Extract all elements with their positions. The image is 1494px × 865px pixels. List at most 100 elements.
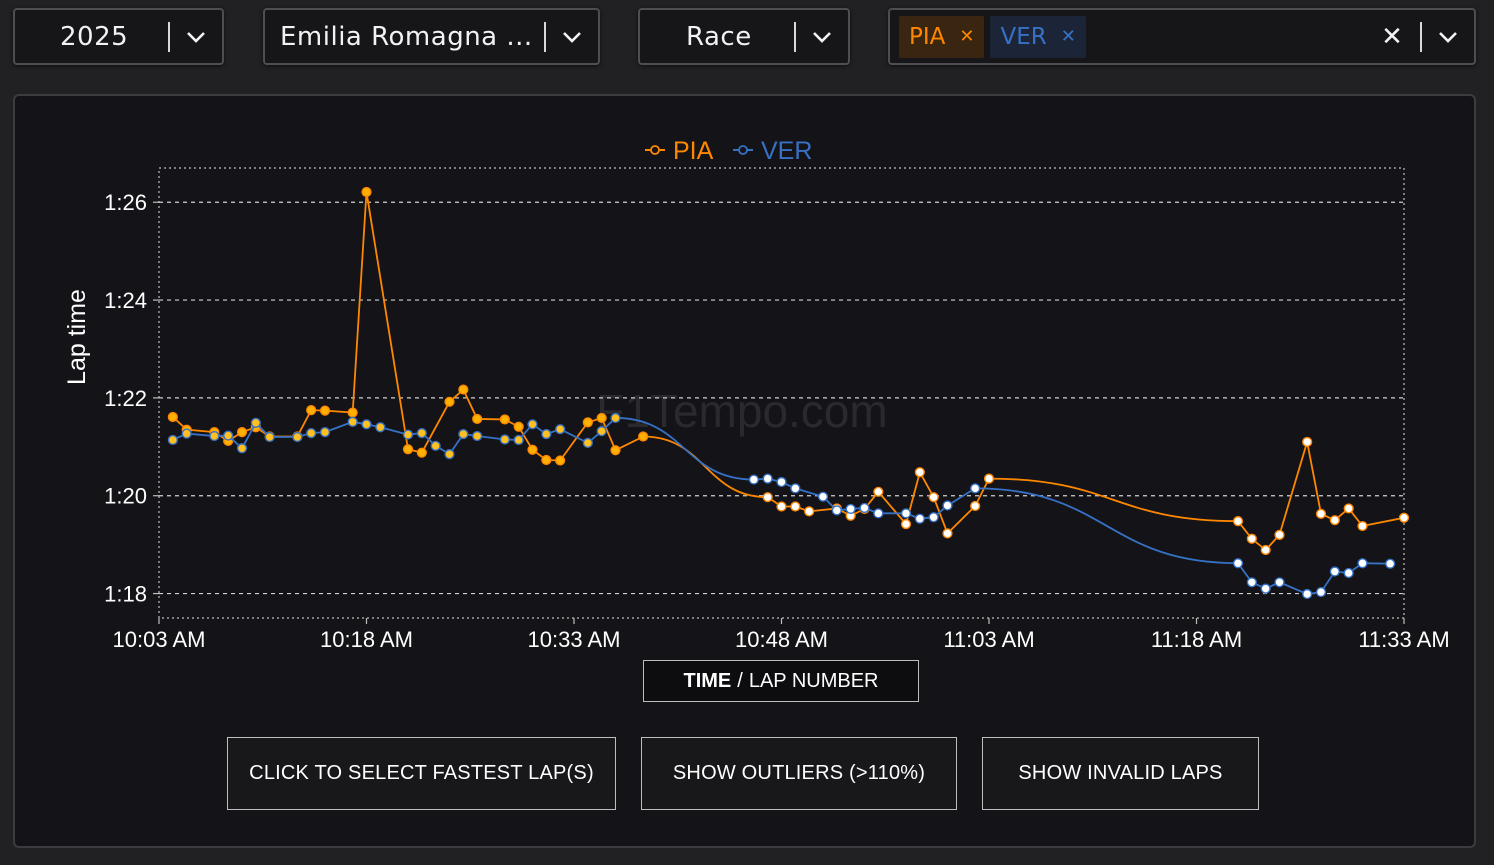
year-select[interactable]: 2025 <box>13 8 224 65</box>
lap-point-pia[interactable] <box>928 492 939 503</box>
lap-point-ver[interactable] <box>1274 577 1285 588</box>
lap-point-pia[interactable] <box>1246 533 1257 544</box>
lap-point-ver[interactable] <box>914 513 925 524</box>
lap-point-ver[interactable] <box>1385 558 1396 569</box>
lap-point-pia[interactable] <box>790 501 801 512</box>
x-axis-mode-toggle[interactable]: TIME / LAP NUMBER <box>643 660 919 702</box>
lap-point-ver[interactable] <box>444 449 455 460</box>
lap-point-ver[interactable] <box>1343 567 1354 579</box>
legend[interactable]: PIA VER <box>645 137 812 165</box>
lap-point-pia[interactable] <box>776 501 787 512</box>
lap-point-pia[interactable] <box>167 411 178 423</box>
lap-point-pia[interactable] <box>1357 520 1368 532</box>
legend-marker-ver[interactable] <box>738 145 748 155</box>
lap-point-pia[interactable] <box>402 444 414 455</box>
lap-point-ver[interactable] <box>402 429 414 440</box>
lap-point-pia[interactable] <box>638 431 649 442</box>
lap-point-ver[interactable] <box>236 443 248 454</box>
lap-point-ver[interactable] <box>458 428 469 440</box>
lap-point-ver[interactable] <box>1302 588 1313 600</box>
lap-point-ver[interactable] <box>1315 586 1327 598</box>
lap-point-ver[interactable] <box>970 483 981 494</box>
lap-point-pia[interactable] <box>444 396 455 407</box>
lap-point-ver[interactable] <box>527 419 538 430</box>
lap-point-ver[interactable] <box>250 417 261 428</box>
chevron-down-icon[interactable] <box>1422 31 1474 43</box>
lap-point-ver[interactable] <box>319 427 331 438</box>
lap-point-pia[interactable] <box>458 384 469 395</box>
lap-point-ver[interactable] <box>582 437 593 448</box>
lap-point-pia[interactable] <box>900 518 912 530</box>
lap-point-ver[interactable] <box>817 491 829 502</box>
legend-label-pia[interactable]: PIA <box>673 137 714 165</box>
lap-point-ver[interactable] <box>347 416 358 427</box>
lap-point-ver[interactable] <box>375 422 386 433</box>
lap-point-ver[interactable] <box>223 430 234 441</box>
lap-point-pia[interactable] <box>319 405 331 416</box>
chevron-down-icon[interactable] <box>546 31 598 43</box>
lap-point-pia[interactable] <box>914 467 925 478</box>
lap-point-ver[interactable] <box>555 424 566 435</box>
lap-point-ver[interactable] <box>873 508 884 519</box>
lap-point-ver[interactable] <box>209 430 220 442</box>
lap-point-ver[interactable] <box>776 476 787 488</box>
lap-point-pia[interactable] <box>361 186 372 198</box>
legend-label-ver[interactable]: VER <box>761 137 812 165</box>
lap-point-ver[interactable] <box>361 419 372 430</box>
lap-point-ver[interactable] <box>900 508 912 519</box>
lap-point-ver[interactable] <box>472 430 483 442</box>
lap-point-ver[interactable] <box>292 431 303 443</box>
lap-point-pia[interactable] <box>804 506 815 517</box>
lap-point-pia[interactable] <box>236 427 248 438</box>
driver-multiselect[interactable]: PIA ✕ VER ✕ ✕ <box>888 8 1476 65</box>
lap-point-pia[interactable] <box>306 405 317 416</box>
select-fastest-laps-button[interactable]: CLICK TO SELECT FASTEST LAP(S) <box>227 737 616 810</box>
lap-point-ver[interactable] <box>790 483 801 494</box>
lap-point-pia[interactable] <box>873 486 884 497</box>
lap-point-ver[interactable] <box>499 434 510 445</box>
lap-point-pia[interactable] <box>416 447 427 458</box>
lap-point-ver[interactable] <box>859 502 870 514</box>
lap-point-ver[interactable] <box>596 426 607 437</box>
lap-point-pia[interactable] <box>513 421 524 432</box>
chevron-down-icon[interactable] <box>796 31 848 43</box>
lap-point-ver[interactable] <box>513 434 524 446</box>
lap-point-pia[interactable] <box>1343 503 1354 514</box>
event-select[interactable]: Emilia Romagna ... <box>263 8 600 65</box>
lap-point-pia[interactable] <box>970 500 981 512</box>
lap-point-pia[interactable] <box>596 412 607 424</box>
remove-chip-icon[interactable]: ✕ <box>959 26 975 47</box>
lap-point-ver[interactable] <box>1357 558 1368 569</box>
lap-point-pia[interactable] <box>527 444 538 455</box>
lap-point-ver[interactable] <box>942 500 953 511</box>
lap-point-ver[interactable] <box>264 431 275 443</box>
lap-point-pia[interactable] <box>983 473 995 484</box>
remove-chip-icon[interactable]: ✕ <box>1060 26 1076 47</box>
lap-point-pia[interactable] <box>610 445 621 456</box>
lap-point-ver[interactable] <box>1329 566 1340 577</box>
lap-point-ver[interactable] <box>762 473 773 484</box>
lap-point-ver[interactable] <box>167 434 178 446</box>
lap-point-pia[interactable] <box>762 492 773 503</box>
lap-point-ver[interactable] <box>306 428 317 439</box>
clear-all-icon[interactable]: ✕ <box>1381 21 1403 52</box>
lap-point-pia[interactable] <box>942 528 953 539</box>
lap-point-pia[interactable] <box>1329 515 1340 526</box>
lap-point-ver[interactable] <box>1246 577 1257 588</box>
lap-point-ver[interactable] <box>430 440 441 451</box>
lap-point-ver[interactable] <box>831 505 842 516</box>
lap-point-pia[interactable] <box>582 417 593 428</box>
lap-point-ver[interactable] <box>845 503 856 515</box>
lap-point-pia[interactable] <box>347 407 358 418</box>
lap-point-pia[interactable] <box>555 455 566 466</box>
lap-point-ver[interactable] <box>1232 558 1244 569</box>
lap-point-pia[interactable] <box>1260 544 1271 556</box>
lap-point-pia[interactable] <box>1398 512 1410 523</box>
show-outliers-button[interactable]: SHOW OUTLIERS (>110%) <box>641 737 957 810</box>
session-select[interactable]: Race <box>638 8 850 65</box>
legend-marker-pia[interactable] <box>650 145 660 155</box>
lap-point-ver[interactable] <box>181 428 192 439</box>
lap-point-pia[interactable] <box>1232 516 1244 527</box>
lap-point-ver[interactable] <box>1260 583 1271 594</box>
show-invalid-laps-button[interactable]: SHOW INVALID LAPS <box>982 737 1259 810</box>
